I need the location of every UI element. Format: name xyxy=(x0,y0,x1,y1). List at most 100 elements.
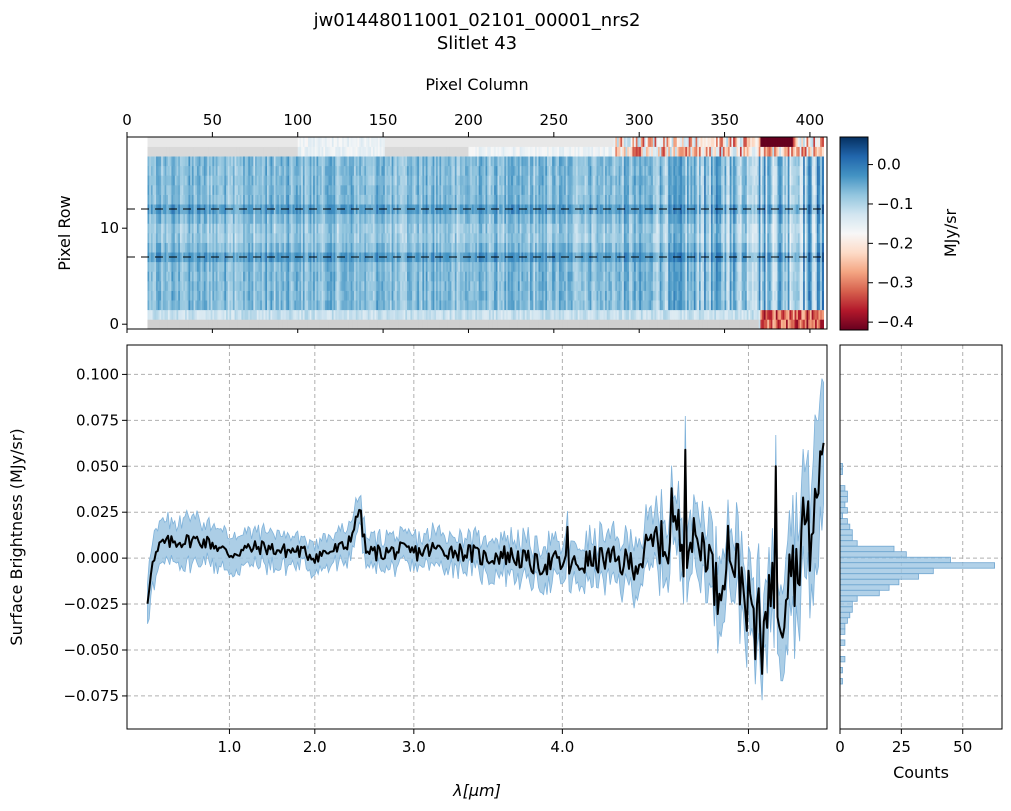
heatmap-cell xyxy=(815,300,818,311)
heatmap-cell xyxy=(408,233,411,243)
heatmap-cell xyxy=(432,233,435,243)
heatmap-cell xyxy=(659,300,662,311)
heatmap-cell xyxy=(429,213,432,224)
heatmap-cell xyxy=(159,223,162,234)
heatmap-cell xyxy=(348,204,352,215)
heatmap-cell xyxy=(307,223,311,234)
heatmap-cell xyxy=(169,233,172,243)
heatmap-cell xyxy=(475,319,478,330)
heatmap-cell xyxy=(729,242,732,253)
heatmap-cell xyxy=(613,271,616,282)
heatmap-cell xyxy=(374,261,377,272)
heatmap-cell xyxy=(500,261,504,272)
heatmap-cell xyxy=(444,300,447,311)
heatmap-cell xyxy=(249,204,253,215)
heatmap-cell xyxy=(453,261,456,272)
heatmap-cell xyxy=(227,242,230,253)
heatmap-cell xyxy=(714,300,717,311)
heatmap-cell xyxy=(775,281,778,291)
heatmap-cell xyxy=(154,242,157,253)
heatmap-cell xyxy=(193,213,196,224)
heatmap-cell xyxy=(360,271,364,282)
heatmap-cell xyxy=(809,290,813,301)
heatmap-cell xyxy=(504,290,507,301)
heatmap-cell xyxy=(422,300,425,311)
heatmap-cell xyxy=(482,300,485,311)
heatmap-cell xyxy=(596,242,599,253)
heatmap-cell xyxy=(171,300,174,311)
heatmap-cell xyxy=(232,271,235,282)
heatmap-cell xyxy=(396,242,399,253)
heatmap-cell xyxy=(162,319,165,330)
heatmap-cell xyxy=(792,252,795,263)
heatmap-cell xyxy=(465,233,468,243)
heatmap-cell xyxy=(693,309,696,320)
heatmap-cell xyxy=(290,213,294,224)
heatmap-cell xyxy=(424,309,427,320)
heatmap-cell xyxy=(533,233,536,243)
heatmap-cell xyxy=(755,223,758,234)
heatmap-cell xyxy=(208,261,212,272)
heatmap-cell xyxy=(442,204,445,215)
heatmap-cell xyxy=(224,242,227,253)
heatmap-cell xyxy=(191,309,194,320)
heatmap-cell xyxy=(364,300,367,311)
heatmap-cell xyxy=(511,261,514,272)
heatmap-cell xyxy=(169,242,172,253)
heatmap-cell xyxy=(671,309,674,320)
heatmap-cell xyxy=(625,213,628,224)
heatmap-cell xyxy=(285,233,288,243)
heatmap-cell xyxy=(719,300,722,311)
heatmap-cell xyxy=(270,300,273,311)
heatmap-cell xyxy=(606,213,609,224)
heatmap-cell xyxy=(512,271,515,282)
heatmap-cell xyxy=(485,252,488,263)
heatmap-cell xyxy=(808,223,811,234)
heatmap-cell xyxy=(357,261,360,272)
heatmap-cell xyxy=(366,223,369,234)
heatmap-cell xyxy=(569,261,572,272)
heatmap-cell xyxy=(736,281,739,291)
heatmap-cell xyxy=(342,213,345,224)
heatmap-cell xyxy=(651,319,654,330)
heatmap-cell xyxy=(193,242,196,253)
heatmap-cell xyxy=(350,309,353,320)
heatmap-cell xyxy=(246,290,249,301)
heatmap-cell xyxy=(755,290,758,301)
heatmap-cell xyxy=(745,281,748,291)
heatmap-cell xyxy=(178,281,181,291)
heatmap-cell xyxy=(307,300,311,311)
heatmap-cell xyxy=(705,319,708,330)
heatmap-cell xyxy=(751,252,754,263)
heatmap-cell xyxy=(521,233,524,243)
heatmap-cell xyxy=(692,300,695,311)
heatmap-cell xyxy=(236,252,239,263)
heatmap-cell xyxy=(454,300,457,311)
heatmap-cell xyxy=(779,290,782,301)
heatmap-cell xyxy=(246,281,249,291)
heatmap-cell xyxy=(220,271,224,282)
heatmap-cell xyxy=(176,319,179,330)
heatmap-cell xyxy=(818,300,821,311)
heatmap-cell xyxy=(717,223,720,234)
heatmap-cell xyxy=(710,233,714,243)
heatmap-cell xyxy=(811,261,814,272)
heatmap-cell xyxy=(244,309,247,320)
heatmap-cell xyxy=(601,242,604,253)
heatmap-cell xyxy=(362,261,365,272)
heatmap-cell xyxy=(265,319,268,330)
heatmap-cell xyxy=(652,242,655,253)
heatmap-cell xyxy=(794,213,797,224)
heatmap-cell xyxy=(278,281,282,291)
heatmap-cell xyxy=(345,309,348,320)
heatmap-cell xyxy=(202,213,205,224)
heatmap-cell xyxy=(396,300,399,311)
heatmap-cell xyxy=(258,223,261,234)
heatmap-cell xyxy=(268,300,271,311)
heatmap-cell xyxy=(319,290,323,301)
heatmap-cell xyxy=(164,213,167,224)
heatmap-cell xyxy=(311,290,314,301)
heatmap-cell xyxy=(797,290,801,301)
heatmap-cell xyxy=(644,281,647,291)
heatmap-cell xyxy=(232,309,235,320)
